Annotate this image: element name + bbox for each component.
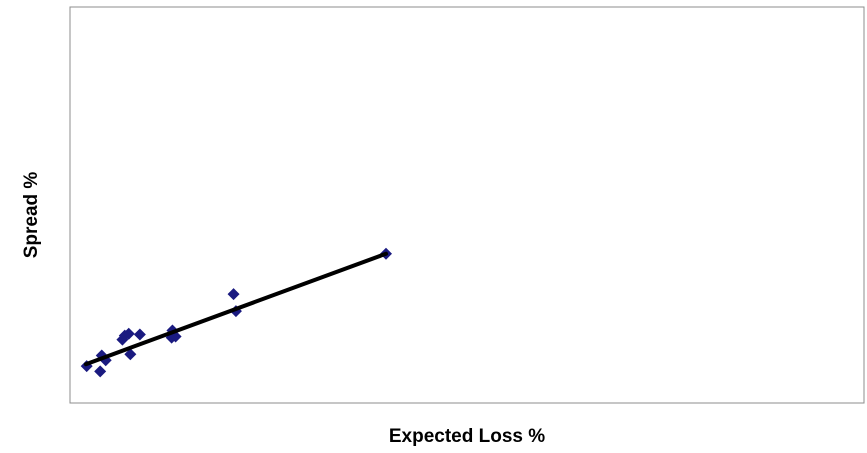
data-point [124, 348, 137, 361]
trendline [83, 251, 389, 367]
x-axis-label: Expected Loss % [388, 426, 546, 447]
data-point [133, 328, 146, 341]
y-axis-label: Spread % [21, 171, 42, 259]
data-point [94, 365, 107, 378]
plot-area [69, 6, 865, 404]
data-point [227, 288, 240, 301]
data-point [122, 327, 135, 340]
data-point [116, 333, 129, 346]
